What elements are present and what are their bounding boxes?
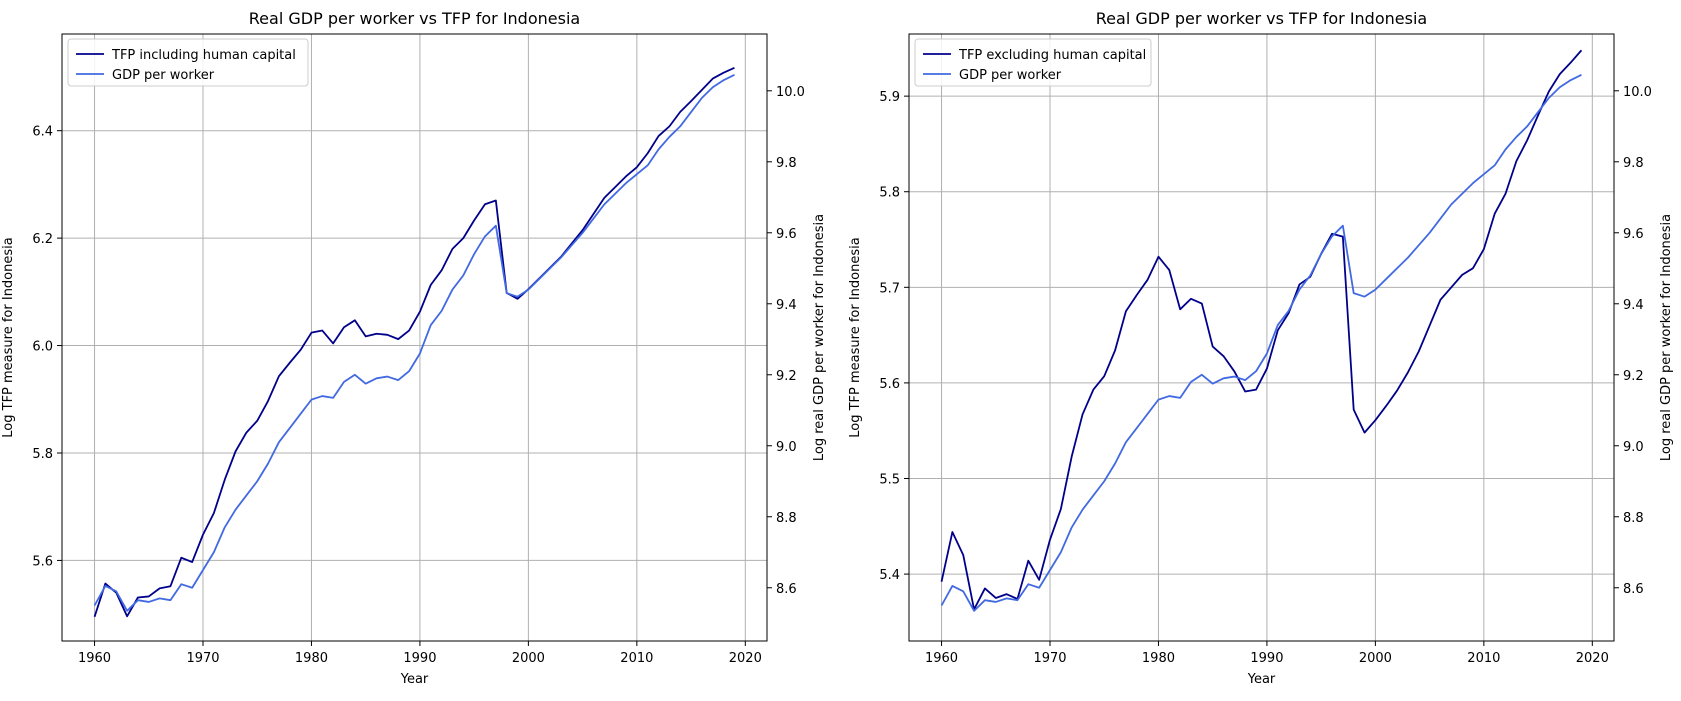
legend: TFP excluding human capital GDP per worke… bbox=[914, 38, 1152, 87]
chart-title: Real GDP per worker vs TFP for Indonesia bbox=[249, 9, 580, 28]
grid bbox=[909, 34, 1614, 641]
y-right-tick-label: 10.0 bbox=[1623, 85, 1652, 100]
y-right-tick-label: 9.2 bbox=[776, 369, 797, 384]
y-right-tick-label: 9.6 bbox=[1623, 227, 1644, 242]
x-tick-label: 2020 bbox=[1576, 651, 1609, 666]
y-tick-label: 5.6 bbox=[879, 377, 900, 392]
x-tick-label: 2000 bbox=[1359, 651, 1392, 666]
y-right-tick-label: 9.8 bbox=[1623, 156, 1644, 171]
x-tick-label: 1990 bbox=[403, 651, 436, 666]
x-tick-label: 1960 bbox=[925, 651, 958, 666]
right-chart-panel: 1960 1970 1980 1990 2000 2010 2020 5.4 5.5 5.6 5.7… bbox=[848, 9, 1674, 687]
x-tick-label: 2010 bbox=[620, 651, 653, 666]
y-tick-label: 5.7 bbox=[879, 281, 900, 296]
y-right-tick-label: 9.0 bbox=[776, 440, 797, 455]
y-right-tick-label: 8.6 bbox=[1623, 582, 1644, 597]
y-axis-label-left: Log TFP measure for Indonesia bbox=[848, 237, 863, 437]
legend-box bbox=[914, 38, 1152, 87]
legend-label: GDP per worker bbox=[112, 68, 215, 83]
legend-label: TFP excluding human capital bbox=[958, 48, 1146, 63]
y-tick-label: 5.8 bbox=[879, 186, 900, 201]
x-tick-label: 2000 bbox=[512, 651, 545, 666]
y-tick-label: 5.5 bbox=[879, 472, 900, 487]
series-line-gdp bbox=[93, 74, 735, 612]
y-tick-label: 5.4 bbox=[879, 568, 900, 583]
y-right-tick-label: 9.2 bbox=[1623, 369, 1644, 384]
legend-box bbox=[67, 38, 309, 87]
x-tick-label: 2010 bbox=[1467, 651, 1500, 666]
y-axis-label-right: Log real GDP per worker for Indonesia bbox=[812, 214, 827, 461]
x-tick-label: 1980 bbox=[295, 651, 328, 666]
y-axis-label-left: Log TFP measure for Indonesia bbox=[1, 237, 16, 437]
y-right-tick-label: 10.0 bbox=[776, 85, 805, 100]
series-line-gdp bbox=[940, 74, 1582, 612]
y-right-tick-label: 9.4 bbox=[776, 298, 797, 313]
x-tick-label: 1980 bbox=[1142, 651, 1175, 666]
legend-label: TFP including human capital bbox=[111, 48, 296, 63]
legend-label: GDP per worker bbox=[959, 68, 1062, 83]
y-right-tick-label: 8.6 bbox=[776, 582, 797, 597]
y-tick-label: 6.2 bbox=[32, 232, 53, 247]
grid bbox=[62, 34, 767, 641]
x-tick-label: 2020 bbox=[729, 651, 762, 666]
y-right-tick-label: 8.8 bbox=[1623, 511, 1644, 526]
y-tick-label: 6.4 bbox=[32, 125, 53, 140]
legend: TFP including human capital GDP per worke… bbox=[67, 38, 309, 87]
plot-frame bbox=[61, 33, 768, 642]
y-tick-label: 6.0 bbox=[32, 340, 53, 355]
series-line-tfp bbox=[93, 67, 735, 618]
chart-title: Real GDP per worker vs TFP for Indonesia bbox=[1096, 9, 1427, 28]
x-tick-label: 1960 bbox=[78, 651, 111, 666]
y-right-tick-label: 9.4 bbox=[1623, 298, 1644, 313]
x-tick-label: 1970 bbox=[1033, 651, 1066, 666]
x-tick-label: 1970 bbox=[186, 651, 219, 666]
y-right-tick-label: 9.8 bbox=[776, 156, 797, 171]
y-axis-label-right: Log real GDP per worker for Indonesia bbox=[1659, 214, 1674, 461]
y-right-tick-label: 9.6 bbox=[776, 227, 797, 242]
plot-frame bbox=[908, 33, 1615, 642]
y-right-tick-label: 8.8 bbox=[776, 511, 797, 526]
y-tick-label: 5.9 bbox=[879, 90, 900, 105]
x-tick-label: 1990 bbox=[1250, 651, 1283, 666]
y-tick-label: 5.6 bbox=[32, 554, 53, 569]
series-line-tfp bbox=[940, 49, 1583, 611]
left-chart-panel: 1960 1970 1980 1990 2000 2010 2020 5.6 5.8 6.0 6.2… bbox=[1, 9, 827, 687]
x-axis-label: Year bbox=[1247, 672, 1276, 687]
y-right-tick-label: 9.0 bbox=[1623, 440, 1644, 455]
y-tick-label: 5.8 bbox=[32, 447, 53, 462]
x-axis-label: Year bbox=[400, 672, 429, 687]
